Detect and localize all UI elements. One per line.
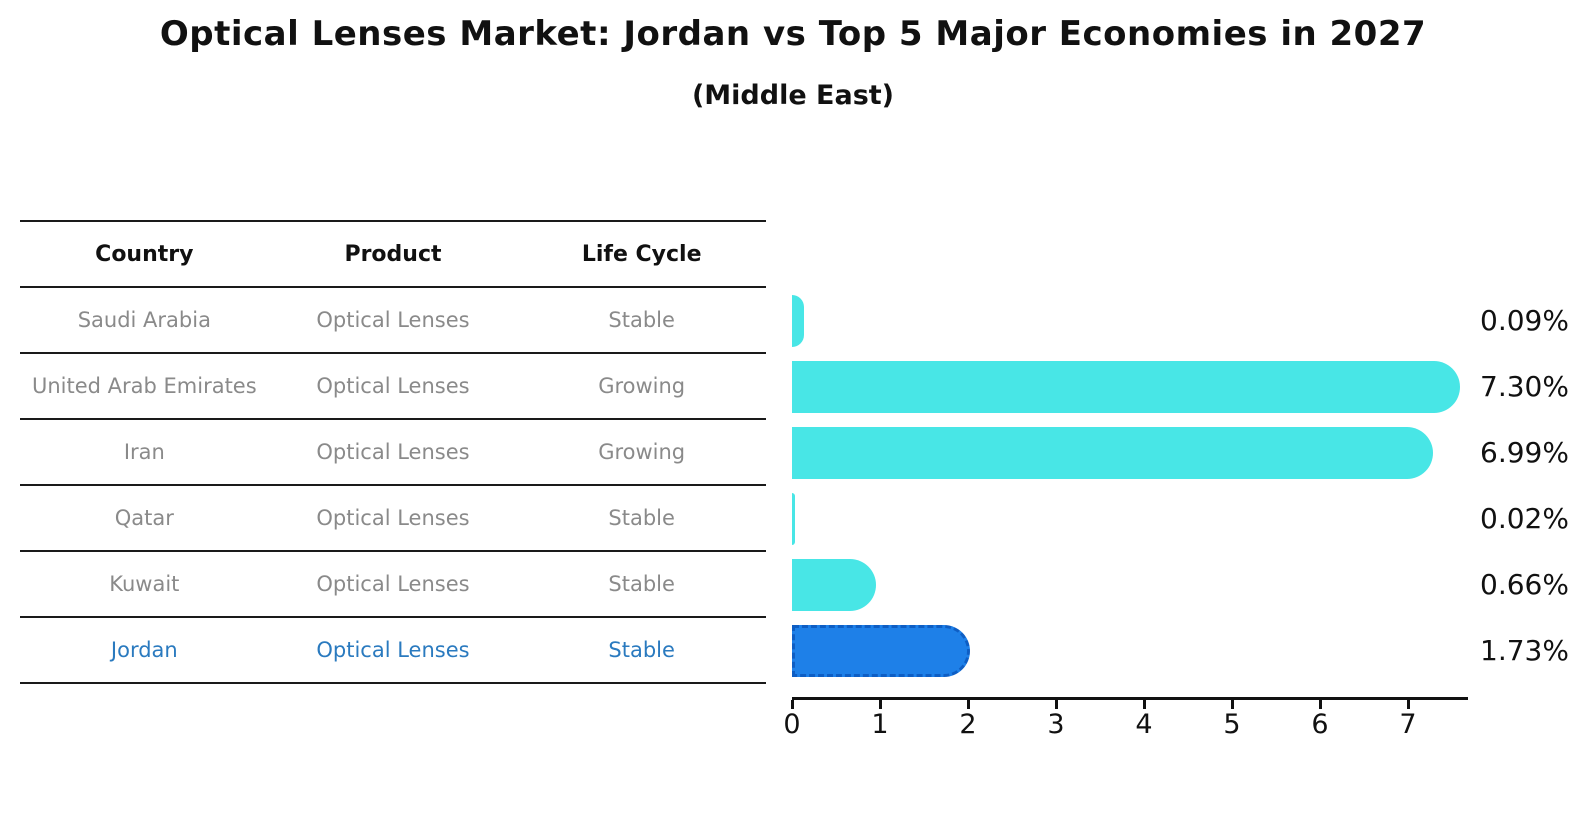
x-tick-mark — [967, 700, 970, 709]
value-label-iran: 6.99% — [1480, 436, 1569, 469]
table-cell-life-cycle: Stable — [608, 506, 675, 530]
x-tick-label: 5 — [1223, 709, 1241, 740]
table-cell-product: Optical Lenses — [316, 638, 470, 662]
value-label-jordan: 1.73% — [1480, 634, 1569, 667]
x-tick-label: 6 — [1311, 709, 1329, 740]
bar-row-jordan — [792, 618, 1468, 684]
table-row-united-arab-emirates: United Arab Emirates Optical Lenses Growin… — [20, 354, 766, 420]
table-cell-country: Iran — [123, 440, 165, 464]
column-header-country: Country — [95, 241, 194, 267]
table-cell-life-cycle: Stable — [608, 572, 675, 596]
column-header-life-cycle: Life Cycle — [581, 241, 702, 267]
value-label-qatar: 0.02% — [1480, 502, 1569, 535]
bar-saudi-arabia — [792, 295, 804, 347]
chart-title: Optical Lenses Market: Jordan vs Top 5 M… — [159, 14, 1427, 54]
table-cell-country: Saudi Arabia — [77, 308, 211, 332]
table-row-qatar: Qatar Optical Lenses Stable — [20, 486, 766, 552]
table-row-kuwait: Kuwait Optical Lenses Stable — [20, 552, 766, 618]
bar-jordan — [792, 625, 971, 677]
table-cell-country: United Arab Emirates — [31, 374, 257, 398]
chart-subtitle: (Middle East) — [691, 80, 895, 111]
bar-plot-area — [792, 288, 1468, 684]
bar-row-saudi-arabia — [792, 288, 1468, 354]
table-cell-product: Optical Lenses — [316, 506, 470, 530]
table-cell-life-cycle: Growing — [598, 440, 686, 464]
table-cell-life-cycle: Stable — [608, 638, 675, 662]
bar-kuwait — [792, 559, 877, 611]
value-label-kuwait: 0.66% — [1480, 568, 1569, 601]
table-cell-life-cycle: Growing — [598, 374, 686, 398]
x-tick-mark — [1143, 700, 1146, 709]
table-cell-country: Kuwait — [109, 572, 180, 596]
table-row-saudi-arabia: Saudi Arabia Optical Lenses Stable — [20, 288, 766, 354]
table-cell-product: Optical Lenses — [316, 308, 470, 332]
x-tick-label: 2 — [959, 709, 977, 740]
table-cell-product: Optical Lenses — [316, 572, 470, 596]
x-tick-label: 1 — [871, 709, 889, 740]
bar-row-qatar — [792, 486, 1468, 552]
bar-iran — [792, 427, 1434, 479]
x-axis-line — [792, 697, 1468, 700]
column-header-product: Product — [344, 241, 442, 267]
x-tick-label: 0 — [783, 709, 801, 740]
x-tick-label: 7 — [1399, 709, 1417, 740]
table-cell-country: Jordan — [110, 638, 178, 662]
x-tick-mark — [1319, 700, 1322, 709]
x-tick-label: 3 — [1047, 709, 1065, 740]
table-row-iran: Iran Optical Lenses Growing — [20, 420, 766, 486]
x-tick-mark — [879, 700, 882, 709]
bar-row-united-arab-emirates — [792, 354, 1468, 420]
table-cell-product: Optical Lenses — [316, 440, 470, 464]
table-header-row: Country Product Life Cycle — [20, 222, 766, 288]
table-cell-life-cycle: Stable — [608, 308, 675, 332]
table-cell-product: Optical Lenses — [316, 374, 470, 398]
country-table: Country Product Life Cycle Saudi Arabia O… — [20, 220, 766, 684]
bar-united-arab-emirates — [792, 361, 1461, 413]
table-cell-country: Qatar — [114, 506, 174, 530]
x-tick-mark — [1055, 700, 1058, 709]
table-body: Saudi Arabia Optical Lenses Stable United A… — [20, 288, 766, 684]
bar-qatar — [792, 493, 795, 545]
table-row-jordan: Jordan Optical Lenses Stable — [20, 618, 766, 684]
value-label-united-arab-emirates: 7.30% — [1480, 370, 1569, 403]
value-label-saudi-arabia: 0.09% — [1480, 304, 1569, 337]
x-tick-mark — [1407, 700, 1410, 709]
x-tick-mark — [1231, 700, 1234, 709]
bar-row-iran — [792, 420, 1468, 486]
x-tick-label: 4 — [1135, 709, 1153, 740]
x-tick-mark — [791, 700, 794, 709]
bar-row-kuwait — [792, 552, 1468, 618]
